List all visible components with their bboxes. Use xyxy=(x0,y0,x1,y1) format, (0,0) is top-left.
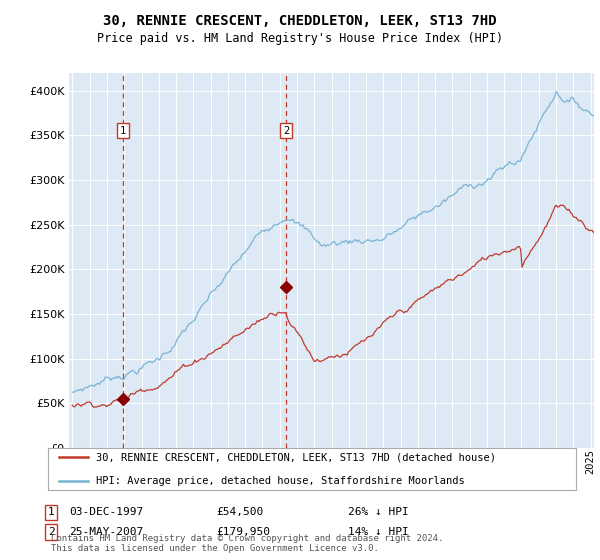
Text: 2: 2 xyxy=(283,126,289,136)
Text: 14% ↓ HPI: 14% ↓ HPI xyxy=(348,527,409,537)
Text: 26% ↓ HPI: 26% ↓ HPI xyxy=(348,507,409,517)
Text: 1: 1 xyxy=(120,126,126,136)
Text: Price paid vs. HM Land Registry's House Price Index (HPI): Price paid vs. HM Land Registry's House … xyxy=(97,32,503,45)
Text: 1: 1 xyxy=(47,507,55,517)
Text: £54,500: £54,500 xyxy=(216,507,263,517)
Text: HPI: Average price, detached house, Staffordshire Moorlands: HPI: Average price, detached house, Staf… xyxy=(95,476,464,486)
Text: 03-DEC-1997: 03-DEC-1997 xyxy=(69,507,143,517)
Text: 2: 2 xyxy=(47,527,55,537)
Text: £179,950: £179,950 xyxy=(216,527,270,537)
Text: 25-MAY-2007: 25-MAY-2007 xyxy=(69,527,143,537)
Text: Contains HM Land Registry data © Crown copyright and database right 2024.
This d: Contains HM Land Registry data © Crown c… xyxy=(51,534,443,553)
Text: 30, RENNIE CRESCENT, CHEDDLETON, LEEK, ST13 7HD (detached house): 30, RENNIE CRESCENT, CHEDDLETON, LEEK, S… xyxy=(95,452,496,462)
Text: 30, RENNIE CRESCENT, CHEDDLETON, LEEK, ST13 7HD: 30, RENNIE CRESCENT, CHEDDLETON, LEEK, S… xyxy=(103,14,497,28)
